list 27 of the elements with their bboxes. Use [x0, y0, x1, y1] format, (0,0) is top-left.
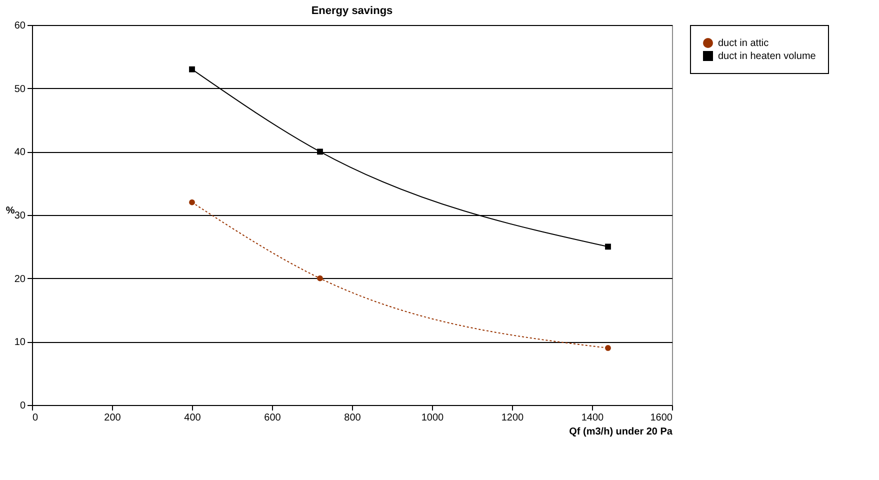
y-tick-label: 0: [20, 400, 26, 412]
point: [317, 148, 323, 155]
chart-title: Energy savings: [311, 5, 393, 17]
x-tick-label: 1600: [650, 412, 673, 424]
y-tick-label: 40: [14, 147, 26, 158]
legend-label: duct in heaten volume: [718, 51, 816, 62]
x-tick-label: 0: [32, 412, 38, 424]
x-tick-label: 200: [104, 412, 122, 424]
point: [605, 244, 611, 250]
y-tick-label: 50: [14, 84, 26, 95]
legend-label: duct in attic: [718, 38, 769, 49]
y-tick-label: 60: [14, 20, 26, 32]
point: [189, 199, 195, 206]
x-tick-label: 1200: [501, 412, 524, 424]
y-tick-label: 30: [14, 210, 26, 222]
x-tick-label: 1000: [421, 412, 444, 424]
x-tick-label: 600: [264, 412, 282, 424]
y-tick-label: 20: [14, 274, 26, 285]
x-axis-title: Qf (m3/h) under 20 Pa: [569, 426, 673, 438]
point: [605, 345, 611, 351]
x-tick-label: 1400: [581, 412, 604, 424]
x-tick-label: 400: [184, 412, 202, 424]
y-tick-label: 10: [14, 337, 26, 348]
point: [189, 66, 195, 72]
x-tick-label: 800: [344, 412, 362, 424]
y-axis-title: %: [6, 206, 15, 216]
point: [317, 275, 323, 282]
